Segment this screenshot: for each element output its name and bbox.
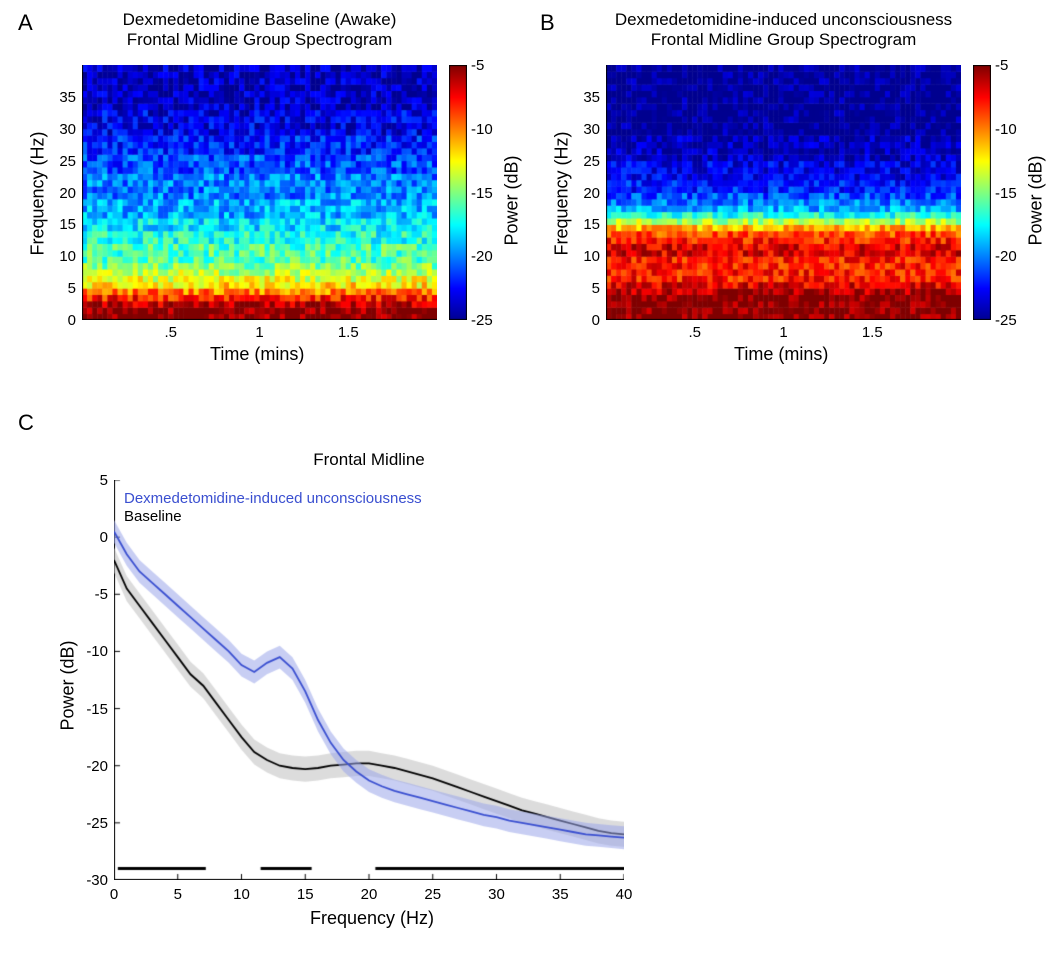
panel-a-title-line2: Frontal Midline Group Spectrogram [127, 30, 393, 49]
panel-b-label: B [540, 10, 555, 36]
colorbar-b-canvas [973, 65, 991, 320]
tick-label: -10 [995, 121, 1017, 138]
tick-label: 10 [233, 886, 250, 903]
legend-dex: Dexmedetomidine-induced unconsciousness [124, 490, 422, 507]
tick-label: -5 [78, 586, 108, 603]
power-spectrum-plot [114, 480, 624, 880]
tick-label: -20 [78, 758, 108, 775]
tick-label: 1 [779, 324, 787, 341]
legend-baseline: Baseline [124, 508, 182, 525]
tick-label: .5 [164, 324, 177, 341]
panel-c-plot [114, 480, 624, 880]
tick-label: 25 [46, 153, 76, 170]
tick-label: 25 [570, 153, 600, 170]
tick-label: -15 [78, 701, 108, 718]
tick-label: 20 [46, 185, 76, 202]
panel-c-label: C [18, 410, 34, 436]
tick-label: 0 [46, 312, 76, 329]
panel-a-plot [82, 65, 437, 320]
tick-label: -10 [78, 643, 108, 660]
colorbar-b [973, 65, 991, 320]
tick-label: 5 [174, 886, 182, 903]
panel-b-xlabel: Time (mins) [734, 344, 828, 365]
panel-b-title-line2: Frontal Midline Group Spectrogram [651, 30, 917, 49]
tick-label: 35 [570, 89, 600, 106]
tick-label: 30 [488, 886, 505, 903]
spectrogram-a [82, 65, 437, 320]
colorbar-a-label: Power (dB) [502, 146, 523, 246]
panel-a-label: A [18, 10, 33, 36]
panel-c-xlabel: Frequency (Hz) [310, 908, 434, 929]
panel-b-title-line1: Dexmedetomidine-induced unconsciousness [615, 10, 952, 29]
tick-label: 5 [46, 280, 76, 297]
tick-label: 30 [46, 121, 76, 138]
tick-label: 1.5 [862, 324, 883, 341]
spectrogram-b [606, 65, 961, 320]
tick-label: -5 [471, 57, 484, 74]
panel-a-title-line1: Dexmedetomidine Baseline (Awake) [123, 10, 397, 29]
tick-label: 0 [110, 886, 118, 903]
tick-label: 10 [46, 248, 76, 265]
tick-label: 35 [552, 886, 569, 903]
tick-label: 0 [78, 529, 108, 546]
tick-label: -20 [471, 248, 493, 265]
panel-c-ylabel: Power (dB) [58, 631, 79, 731]
tick-label: -25 [78, 815, 108, 832]
tick-label: 15 [570, 216, 600, 233]
tick-label: -20 [995, 248, 1017, 265]
tick-label: 1.5 [338, 324, 359, 341]
tick-label: -25 [995, 312, 1017, 329]
tick-label: 15 [297, 886, 314, 903]
tick-label: 10 [570, 248, 600, 265]
tick-label: 30 [570, 121, 600, 138]
panel-a-xlabel: Time (mins) [210, 344, 304, 365]
tick-label: 20 [570, 185, 600, 202]
panel-b-title: Dexmedetomidine-induced unconsciousness … [576, 10, 991, 51]
tick-label: .5 [688, 324, 701, 341]
tick-label: 0 [570, 312, 600, 329]
tick-label: 40 [616, 886, 633, 903]
tick-label: -30 [78, 872, 108, 889]
tick-label: -15 [995, 185, 1017, 202]
tick-label: 5 [570, 280, 600, 297]
tick-label: 25 [424, 886, 441, 903]
panel-a-title: Dexmedetomidine Baseline (Awake) Frontal… [82, 10, 437, 51]
tick-label: 20 [361, 886, 378, 903]
panel-b-plot [606, 65, 961, 320]
tick-label: 35 [46, 89, 76, 106]
tick-label: -5 [995, 57, 1008, 74]
tick-label: -25 [471, 312, 493, 329]
tick-label: 5 [78, 472, 108, 489]
panel-c-title: Frontal Midline [114, 450, 624, 470]
tick-label: 15 [46, 216, 76, 233]
colorbar-b-label: Power (dB) [1026, 146, 1047, 246]
tick-label: 1 [255, 324, 263, 341]
colorbar-a-canvas [449, 65, 467, 320]
tick-label: -10 [471, 121, 493, 138]
tick-label: -15 [471, 185, 493, 202]
colorbar-a [449, 65, 467, 320]
